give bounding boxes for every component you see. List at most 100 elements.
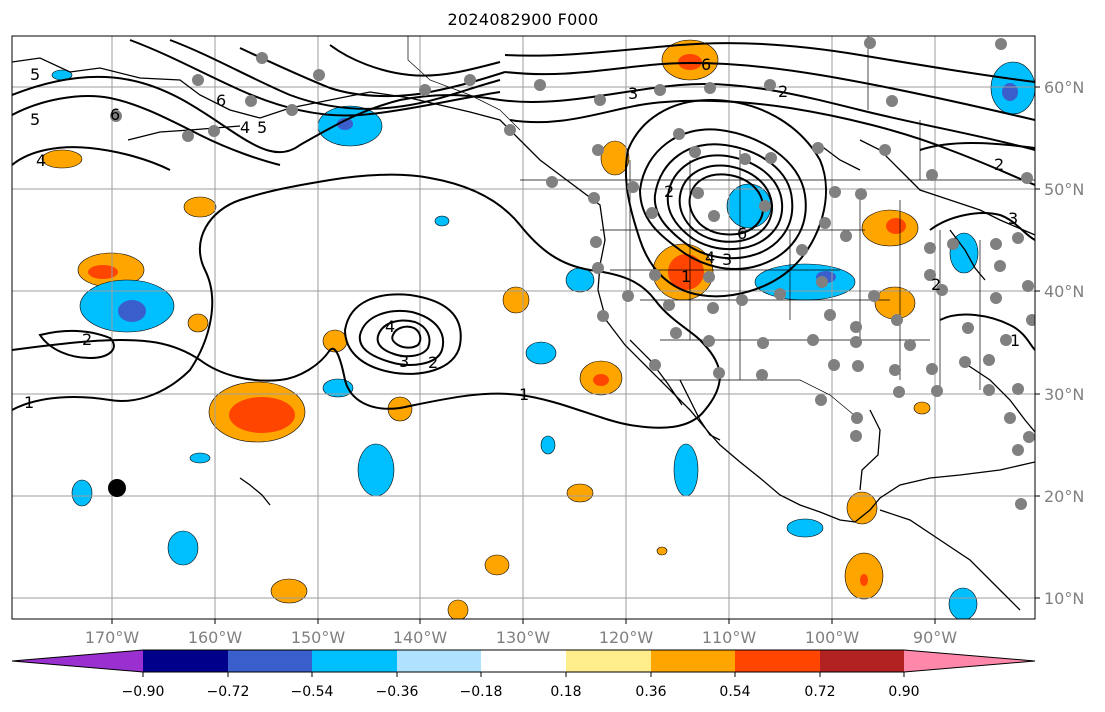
graticule [12,36,1035,619]
contour-label: 4 [36,151,46,170]
anomaly-blob [886,218,906,234]
anomaly-blob [71,479,93,507]
anomaly-blob [678,54,702,70]
colorbar-segment [735,650,820,672]
anomaly-blob [357,443,395,497]
anomaly-blob [183,196,217,218]
contour-label: 1 [519,385,529,404]
lat-label: 10°N [1044,589,1084,608]
lon-labels: 170°W 160°W 150°W 140°W 130°W 120°W 110°… [85,628,957,647]
colorbar-tick-label: 0.36 [635,684,666,700]
anomaly-blob [874,286,916,320]
lat-label: 30°N [1044,385,1084,404]
contour-label: 5 [30,110,40,129]
anomaly-blob [673,443,699,497]
lon-label: 120°W [599,628,654,647]
anomaly-blob [270,578,308,604]
colorbar-segment [312,650,397,672]
lon-ticks [111,619,936,624]
anomaly-blob [656,546,668,556]
lat-label: 50°N [1044,180,1084,199]
colorbar-tick-label: 0.18 [550,684,581,700]
colorbar-segment [820,650,904,672]
lat-label: 40°N [1044,282,1084,301]
contour-label: 3 [628,84,638,103]
marker-black-dot-icon [108,479,126,497]
anomaly-blob [229,397,295,433]
anomaly-blob [860,574,868,586]
anomaly-blob [189,452,211,464]
lon-label: 90°W [913,628,957,647]
colorbar-extend-max [904,650,1035,672]
colorbar-tick-label: −0.90 [122,684,165,700]
contour-label: 2 [428,353,438,372]
colorbar-segment [228,650,312,672]
contour-label: 3 [1008,209,1018,228]
anomaly-blob [434,215,450,227]
lat-ticks [1035,86,1040,599]
lon-label: 160°W [188,628,243,647]
anomaly-blob [1002,83,1018,101]
colorbar-segment [481,650,566,672]
anomaly-blob [913,401,931,415]
lon-label: 140°W [393,628,448,647]
anomaly-blob [668,254,704,290]
anomaly-blob [167,530,199,566]
anomaly-blob [846,491,878,525]
contour-label: 4 [385,317,395,336]
contours [12,39,1035,429]
contour-label: 2 [994,155,1004,174]
contour-label: 2 [82,330,92,349]
lat-label: 60°N [1044,78,1084,97]
anomaly-blob [41,149,83,169]
contour-label: 5 [30,65,40,84]
anomaly-blob [337,118,353,130]
anomaly-blob [593,374,609,386]
contour-label: 1 [24,393,34,412]
colorbar-tick-label: 0.72 [804,684,835,700]
map-title: 2024082900 F000 [447,10,599,29]
contour-label: 6 [701,55,711,74]
lon-label: 110°W [702,628,757,647]
colorbar-tick-label: −0.36 [376,684,419,700]
anomaly-blob [525,341,557,365]
contour-label: 2 [931,275,941,294]
anomaly-blob [447,599,469,619]
contour-label: 3 [399,352,409,371]
colorbar-tick-label: 0.54 [719,684,750,700]
anomaly-blob [948,587,978,619]
contour-label: 1 [681,267,691,286]
colorbar-segment [566,650,651,672]
contour-label: 6 [737,224,747,243]
colorbar-tick-label: 0.90 [888,684,919,700]
contour-label: 1 [1010,331,1020,350]
contour-label: 2 [664,182,674,201]
anomaly-blob [118,300,146,322]
contour-label: 2 [778,82,788,101]
anomaly-blob [187,313,209,333]
anomaly-blob [484,554,510,576]
contour-label: 6 [110,105,120,124]
anomaly-blob [88,265,118,279]
colorbar-tick-label: −0.54 [291,684,334,700]
anomaly-blob [540,435,556,455]
colorbar: −0.90 −0.72 −0.54 −0.36 −0.18 0.18 0.36 … [11,649,1036,700]
anomaly-blob [565,267,595,293]
colorbar-segment [397,650,481,672]
lon-label: 100°W [805,628,860,647]
contour-label: 5 [257,118,267,137]
contour-label: 3 [722,250,732,269]
lon-label: 170°W [85,628,140,647]
anomaly-blob [600,140,630,176]
contour-label: 6 [216,91,226,110]
lon-label: 150°W [291,628,346,647]
contour-labels: 6 3 2 5 6 4 5 4 2 5 6 2 3 6 4 2 4 3 2 1 … [24,55,1020,412]
contour-label: 4 [705,248,715,267]
colorbar-segment [143,650,228,672]
lon-label: 130°W [496,628,551,647]
colorbar-segment [651,650,735,672]
colorbar-tick-label: −0.72 [207,684,250,700]
contour-label: 4 [240,118,250,137]
colorbar-extend-min [12,650,143,672]
colorbar-tick-label: −0.18 [460,684,503,700]
